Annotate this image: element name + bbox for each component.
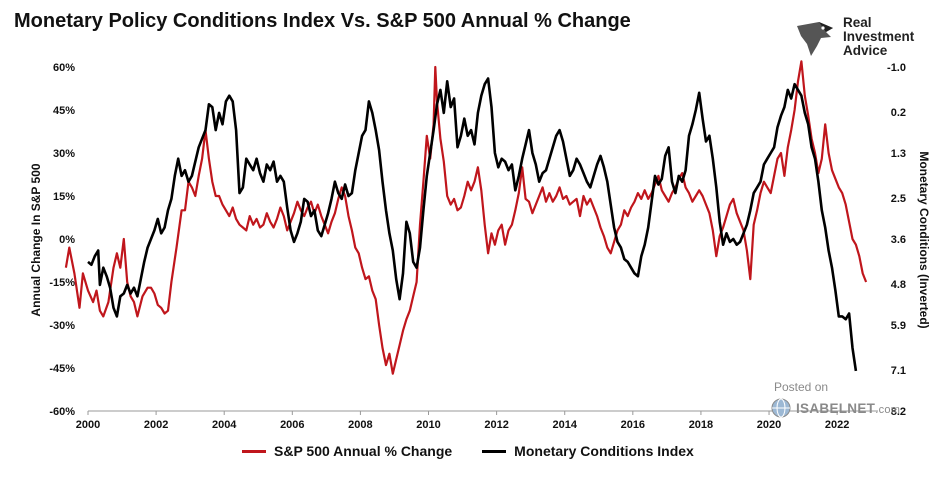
y-right-tick-label: 8.2 [891, 406, 906, 418]
y-right-tick-label: 4.8 [891, 279, 906, 291]
globe-icon [771, 398, 791, 418]
legend-item-mci: Monetary Conditions Index [482, 443, 694, 459]
brand-line-3: Advice [843, 43, 888, 58]
x-tick-label: 2006 [280, 419, 304, 431]
y-right-axis-ticks: -1.0 0.2 1.3 2.5 3.6 4.8 5.9 7.1 8.2 [887, 62, 906, 418]
y-axis-right-label: Monetary Conditions (Inverted) [917, 151, 931, 329]
x-tick-label: 2012 [484, 419, 508, 431]
x-tick-label: 2004 [212, 419, 237, 431]
y-right-tick-label: -1.0 [887, 62, 906, 74]
x-tick-label: 2022 [825, 419, 849, 431]
x-tick-label: 2000 [76, 419, 100, 431]
y-left-tick-label: 15% [53, 191, 75, 203]
y-right-tick-label: 0.2 [891, 107, 906, 119]
x-tick-label: 2016 [621, 419, 645, 431]
y-right-tick-label: 5.9 [891, 320, 906, 332]
brand-logo-block: Real Investment Advice [793, 16, 943, 60]
brand-name: Real Investment Advice [843, 16, 914, 58]
legend-item-sp500: S&P 500 Annual % Change [242, 443, 452, 459]
y-left-tick-label: -60% [49, 406, 75, 418]
series-group [64, 60, 868, 375]
y-left-axis-ticks: 60% 45% 30% 15% 0% -15% -30% -45% -60% [49, 62, 75, 418]
y-axis-left-label: Annual Change In S&P 500 [29, 163, 43, 317]
y-right-tick-label: 7.1 [891, 365, 906, 377]
y-left-tick-label: -30% [49, 320, 75, 332]
y-left-tick-label: 0% [59, 234, 75, 246]
brand-line-2: Investment [843, 29, 915, 44]
x-tick-label: 2020 [757, 419, 781, 431]
y-right-tick-label: 1.3 [891, 148, 906, 160]
series-line-sp500 [64, 60, 868, 375]
x-tick-label: 2002 [144, 419, 168, 431]
legend: S&P 500 Annual % Change Monetary Conditi… [242, 443, 694, 459]
watermark-posted-on: Posted on [774, 380, 829, 394]
legend-swatch-sp500 [242, 449, 266, 453]
y-left-tick-label: -15% [49, 277, 75, 289]
watermark-site-tld: .com [875, 403, 901, 416]
watermark: Posted on ISABELNET.com [770, 380, 900, 419]
x-tick-label: 2014 [552, 419, 577, 431]
eagle-head-icon [797, 22, 833, 56]
y-right-tick-label: 2.5 [891, 193, 906, 205]
y-left-tick-label: 45% [53, 105, 75, 117]
legend-label-mci: Monetary Conditions Index [514, 443, 694, 459]
legend-label-sp500: S&P 500 Annual % Change [274, 443, 453, 459]
chart-title: Monetary Policy Conditions Index Vs. S&P… [14, 10, 631, 32]
legend-swatch-mci [482, 449, 507, 453]
x-tick-label: 2018 [689, 419, 713, 431]
watermark-site: ISABELNET.com [796, 401, 900, 416]
x-tick-label: 2010 [416, 419, 440, 431]
watermark-site-main: ISABELNET [796, 400, 876, 416]
y-left-tick-label: -45% [49, 363, 75, 375]
y-left-tick-label: 30% [53, 148, 75, 160]
y-left-tick-label: 60% [53, 62, 75, 74]
x-axis-ticks: 2000 2002 2004 2006 2008 2010 2012 2014 2016 2018… [76, 411, 849, 431]
series-line-mci [87, 77, 858, 372]
brand-line-1: Real [843, 15, 872, 30]
y-right-tick-label: 3.6 [891, 234, 906, 246]
x-tick-label: 2008 [348, 419, 372, 431]
